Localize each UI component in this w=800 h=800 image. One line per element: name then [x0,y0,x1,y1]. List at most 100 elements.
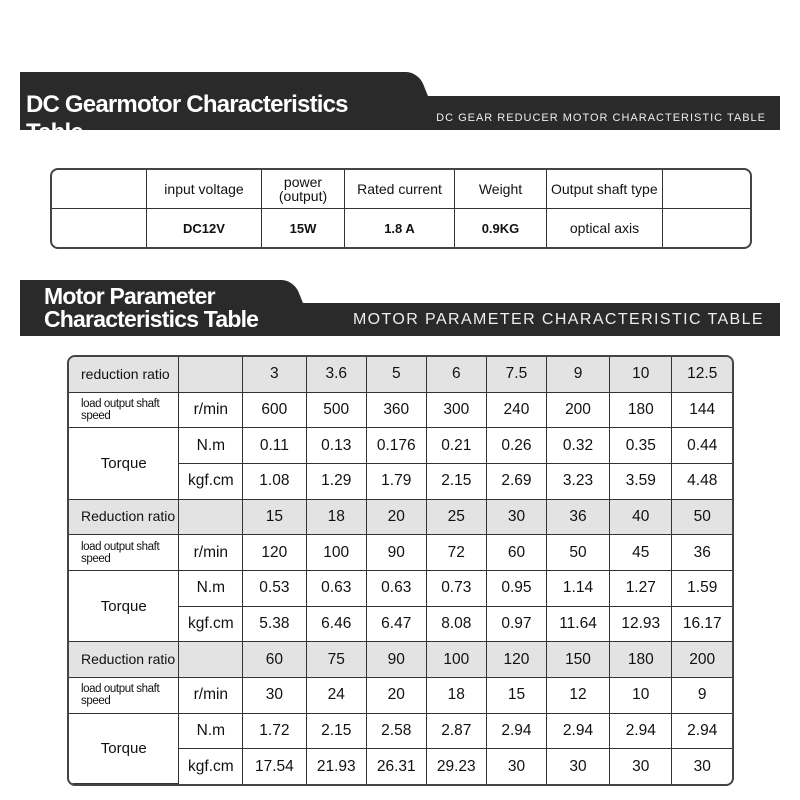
speed-row: load output shaft speed r/min 120 100 90 72 60… [69,535,732,571]
ratio-value: 120 [487,642,547,678]
ratio-value: 36 [546,499,611,536]
torque-nm-row: Torque N.m 0.53 0.63 0.63 0.73 0.95 1.14 1.27 1.5… [69,570,732,643]
torque-nm-value: 0.11 [243,428,307,464]
speed-value: 24 [306,677,367,714]
torque-nm-value: 2.94 [610,713,673,750]
speed-value: 72 [426,535,488,571]
speed-row: load output shaft speed r/min 600 500 360 300… [69,392,732,429]
torque-nm-value: 1.14 [546,570,611,607]
spec-header: Output shaft type [547,170,663,209]
banner-subtitle: DC GEAR REDUCER MOTOR CHARACTERISTIC TAB… [400,96,780,130]
speed-label: load output shaft speed [69,392,180,429]
ratio-value: 50 [672,499,732,536]
spec-value: 15W [262,209,345,247]
speed-value: 30 [243,677,307,714]
banner-title-line: Characteristics Table [44,306,259,332]
speed-unit: r/min [179,535,244,571]
nm-unit: N.m [179,713,244,750]
ratio-label: Reduction ratio [69,499,180,536]
speed-value: 50 [546,535,611,571]
ratio-value: 180 [610,642,673,678]
spec-header [52,170,147,209]
ratio-value: 200 [672,642,732,678]
speed-label: load output shaft speed [69,535,180,571]
torque-kgf-value: 2.69 [487,463,547,500]
torque-nm-value: 0.176 [366,428,427,464]
ratio-value: 3.6 [306,357,367,393]
nm-unit: N.m [179,570,244,607]
ratio-value: 40 [610,499,673,536]
torque-nm-value: 2.87 [426,713,488,750]
speed-unit: r/min [179,392,244,429]
spec-value: DC12V [147,209,262,247]
torque-label: Torque [69,713,180,784]
speed-value: 180 [610,392,673,429]
spec-header: Weight [455,170,547,209]
ratio-value: 25 [426,499,488,536]
spec-header: input voltage [147,170,262,209]
torque-label: Torque [69,428,180,500]
torque-kgf-value: 16.17 [672,607,732,643]
torque-nm-row: Torque N.m 0.11 0.13 0.176 0.21 0.26 0.32 0.35 0.… [69,428,732,500]
banner-title: Motor Parameter Characteristics Table [20,280,285,336]
speed-value: 45 [610,535,673,571]
speed-value: 240 [487,392,547,429]
ratio-value: 75 [306,642,367,678]
speed-value: 20 [366,677,427,714]
spec-value-row: DC12V 15W 1.8 A 0.9KG optical axis [52,209,750,247]
torque-nm-value: 0.73 [426,570,488,607]
torque-kgf-value: 1.79 [366,463,427,500]
torque-nm-value: 2.15 [306,713,367,750]
torque-kgf-value: 3.23 [546,463,611,500]
kgf-unit: kgf.cm [179,463,244,500]
torque-kgf-row: kgf.cm 5.38 6.46 6.47 8.08 0.97 11.64 12.93 16.1… [69,606,732,643]
banner-subtitle: MOTOR PARAMETER CHARACTERISTIC TABLE [275,303,780,336]
ratio-value: 60 [243,642,307,678]
torque-kgf-value: 0.97 [487,606,547,643]
speed-value: 90 [366,535,427,571]
torque-nm-value: 0.63 [366,570,427,607]
torque-kgf-row: kgf.cm 1.08 1.29 1.79 2.15 2.69 3.23 3.59 4.48 [69,463,732,500]
torque-nm-value: 0.44 [672,428,732,464]
ratio-label: Reduction ratio [69,642,180,678]
torque-kgf-value: 3.59 [610,463,673,500]
torque-nm-row: Torque N.m 1.72 2.15 2.58 2.87 2.94 2.94 2.94 2.9… [69,713,732,784]
torque-nm-value: 2.94 [487,713,547,750]
ratio-value: 90 [366,642,427,678]
speed-value: 10 [610,677,673,714]
speed-value: 100 [306,535,367,571]
torque-kgf-value: 11.64 [546,606,611,643]
torque-nm-value: 0.95 [487,570,547,607]
gearmotor-banner: DC GEAR REDUCER MOTOR CHARACTERISTIC TAB… [20,72,780,146]
spec-header: power (output) [262,170,345,209]
torque-kgf-value: 4.48 [672,464,732,500]
speed-value: 500 [306,392,367,429]
speed-value: 9 [672,678,732,714]
torque-label: Torque [69,570,180,643]
torque-kgf-value: 1.08 [243,463,307,500]
ratio-value: 6 [426,357,488,393]
banner-title-line: Motor Parameter [44,283,216,309]
kgf-unit: kgf.cm [179,749,244,784]
ratio-value: 30 [487,499,547,536]
torque-nm-value: 0.26 [487,428,547,464]
speed-value: 300 [426,392,488,429]
torque-kgf-value: 8.08 [426,606,488,643]
torque-nm-value: 1.59 [672,571,732,607]
torque-kgf-value: 17.54 [243,749,307,784]
torque-nm-value: 0.21 [426,428,488,464]
ratio-label: reduction ratio [69,357,180,393]
speed-value: 144 [672,393,732,429]
speed-value: 120 [243,535,307,571]
spec-value: 0.9KG [455,209,547,247]
ratio-value: 150 [546,642,611,678]
spec-value [52,209,147,247]
motor-parameter-banner: MOTOR PARAMETER CHARACTERISTIC TABLE Mot… [20,280,780,336]
speed-value: 600 [243,392,307,429]
torque-nm-value: 0.35 [610,428,673,464]
ratio-row: Reduction ratio 60 75 90 100 120 150 180 200 [69,642,732,678]
ratio-value: 7.5 [487,357,547,393]
torque-nm-value: 0.13 [306,428,367,464]
spec-table: input voltage power (output) Rated curre… [50,168,752,249]
torque-kgf-value: 1.29 [306,463,367,500]
